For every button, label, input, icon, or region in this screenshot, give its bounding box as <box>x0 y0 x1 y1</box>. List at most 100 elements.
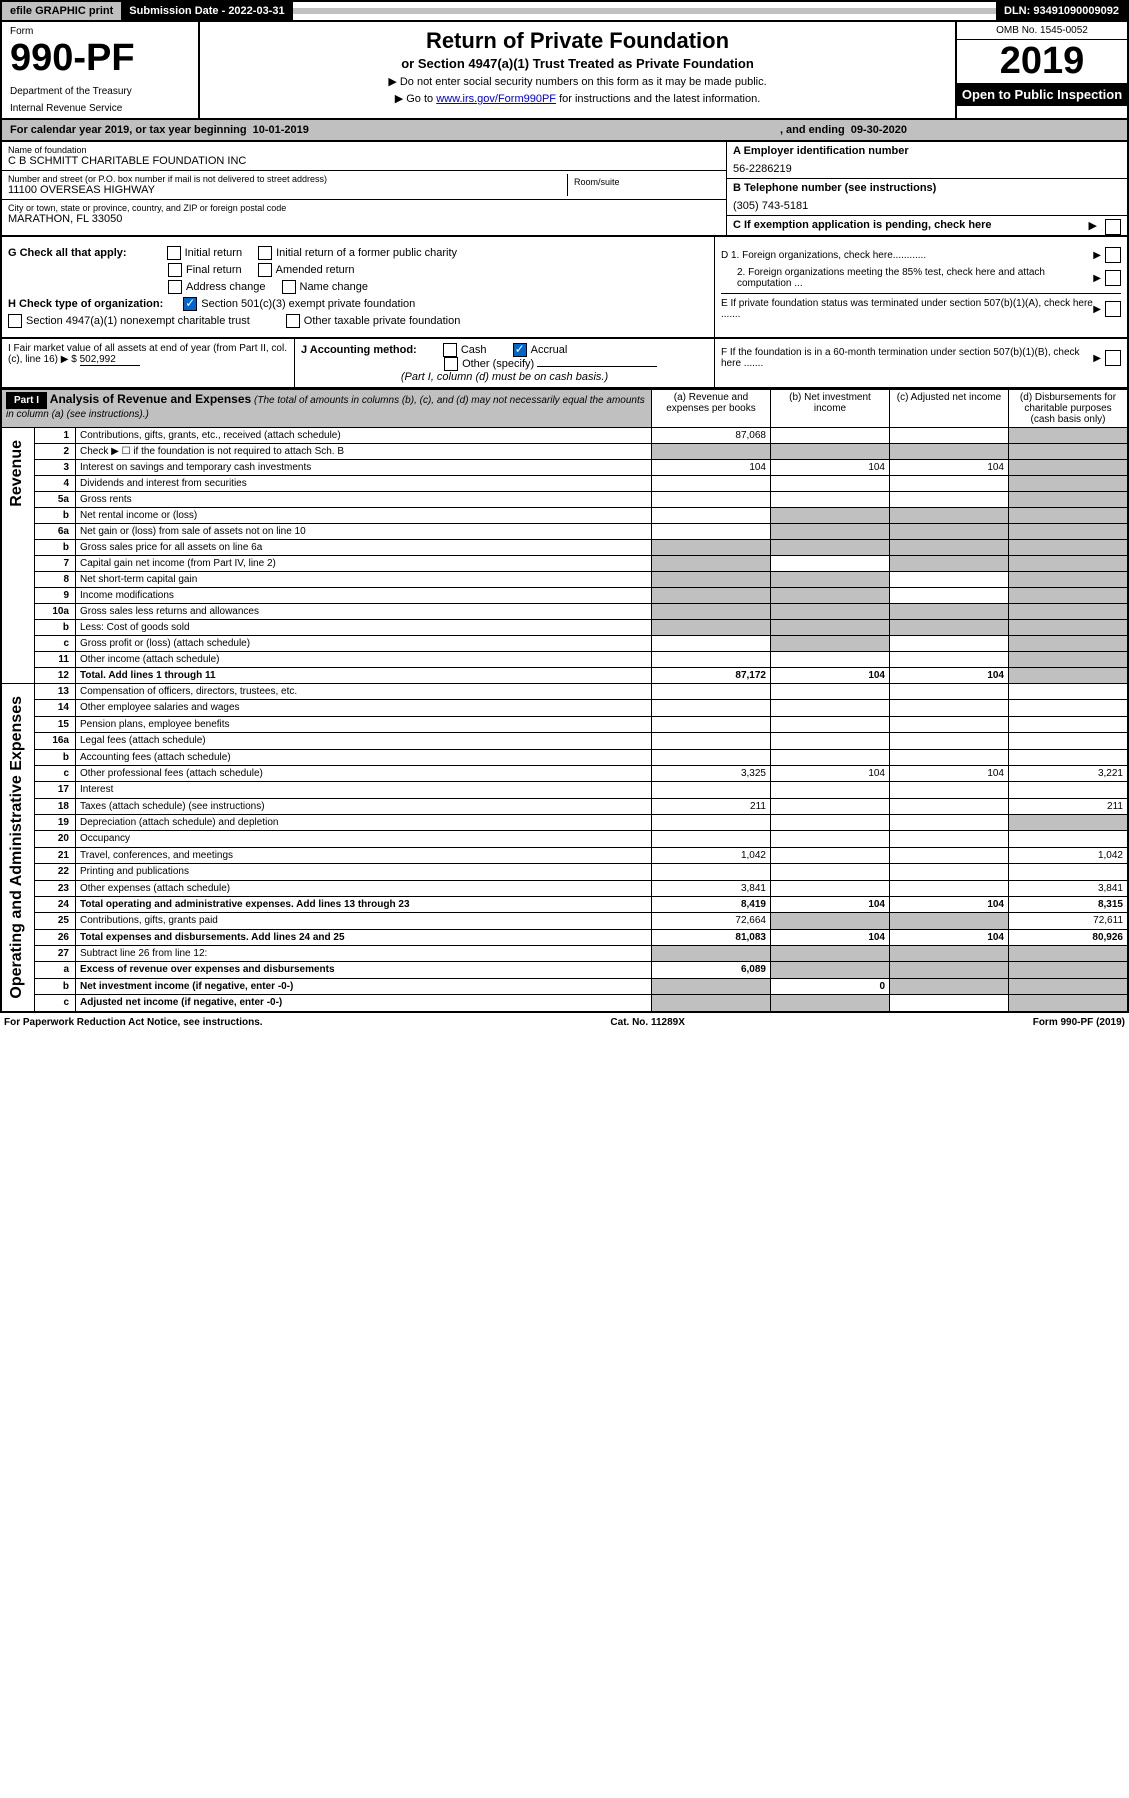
value-cell <box>890 428 1009 444</box>
h-line: H Check type of organization: Section 50… <box>8 297 708 311</box>
row-number: 12 <box>35 668 76 684</box>
value-cell <box>771 831 890 847</box>
initial-return-checkbox[interactable] <box>167 246 181 260</box>
expenses-side-label: Operating and Administrative Expenses <box>6 686 28 1009</box>
d1-label: D 1. Foreign organizations, check here..… <box>721 250 1093 261</box>
value-cell: 104 <box>890 896 1009 912</box>
amended-return-checkbox[interactable] <box>258 263 272 277</box>
row-number: 11 <box>35 652 76 668</box>
top-bar: efile GRAPHIC print Submission Date - 20… <box>0 0 1129 22</box>
page-footer: For Paperwork Reduction Act Notice, see … <box>0 1013 1129 1032</box>
value-cell <box>652 636 771 652</box>
street-address: 11100 OVERSEAS HIGHWAY <box>8 184 567 196</box>
value-cell <box>1009 476 1129 492</box>
other-method-checkbox[interactable] <box>444 357 458 371</box>
entity-block: Name of foundation C B SCHMITT CHARITABL… <box>0 142 1129 237</box>
value-cell <box>771 913 890 929</box>
value-cell <box>1009 749 1129 765</box>
cash-basis-note: (Part I, column (d) must be on cash basi… <box>301 371 708 383</box>
value-cell: 3,325 <box>652 765 771 781</box>
row-description: Adjusted net income (if negative, enter … <box>76 995 652 1012</box>
value-cell <box>890 556 1009 572</box>
row-number: 26 <box>35 929 76 945</box>
calendar-year-row: For calendar year 2019, or tax year begi… <box>0 120 1129 142</box>
value-cell: 87,068 <box>652 428 771 444</box>
value-cell <box>652 749 771 765</box>
cash-checkbox[interactable] <box>443 343 457 357</box>
row-description: Accounting fees (attach schedule) <box>76 749 652 765</box>
value-cell <box>771 540 890 556</box>
other-taxable-checkbox[interactable] <box>286 314 300 328</box>
value-cell <box>652 620 771 636</box>
row-number: 14 <box>35 700 76 716</box>
value-cell: 8,419 <box>652 896 771 912</box>
d2-checkbox[interactable] <box>1105 270 1121 286</box>
value-cell <box>1009 572 1129 588</box>
row-number: 2 <box>35 444 76 460</box>
value-cell <box>652 508 771 524</box>
form-footer-label: Form 990-PF (2019) <box>1033 1017 1125 1028</box>
part1-label: Part I <box>6 392 47 409</box>
value-cell <box>890 831 1009 847</box>
value-cell <box>652 716 771 732</box>
value-cell <box>1009 444 1129 460</box>
fmv-cell: I Fair market value of all assets at end… <box>2 339 295 387</box>
value-cell <box>1009 508 1129 524</box>
d1-checkbox[interactable] <box>1105 247 1121 263</box>
row-number: 23 <box>35 880 76 896</box>
final-return-checkbox[interactable] <box>168 263 182 277</box>
4947a1-checkbox[interactable] <box>8 314 22 328</box>
ein-value: 56-2286219 <box>733 163 1121 175</box>
c-checkbox[interactable] <box>1105 219 1121 235</box>
e-checkbox[interactable] <box>1105 301 1121 317</box>
row-description: Occupancy <box>76 831 652 847</box>
value-cell: 104 <box>890 765 1009 781</box>
col-d-header: (d) Disbursements for charitable purpose… <box>1009 390 1129 428</box>
value-cell <box>1009 716 1129 732</box>
501c3-checkbox[interactable] <box>183 297 197 311</box>
row-description: Total. Add lines 1 through 11 <box>76 668 652 684</box>
value-cell <box>771 864 890 880</box>
value-cell: 104 <box>890 668 1009 684</box>
catalog-number: Cat. No. 11289X <box>610 1017 684 1028</box>
initial-return-former-checkbox[interactable] <box>258 246 272 260</box>
value-cell <box>771 636 890 652</box>
irs-link[interactable]: www.irs.gov/Form990PF <box>436 93 556 105</box>
value-cell <box>771 556 890 572</box>
row-number: c <box>35 765 76 781</box>
efile-label: efile GRAPHIC print <box>2 2 121 20</box>
value-cell <box>771 815 890 831</box>
row-description: Depreciation (attach schedule) and deple… <box>76 815 652 831</box>
value-cell <box>890 620 1009 636</box>
row-number: 15 <box>35 716 76 732</box>
value-cell <box>652 556 771 572</box>
value-cell <box>652 700 771 716</box>
name-change-checkbox[interactable] <box>282 280 296 294</box>
row-description: Other professional fees (attach schedule… <box>76 765 652 781</box>
value-cell <box>771 946 890 962</box>
row-number: b <box>35 508 76 524</box>
value-cell <box>652 733 771 749</box>
value-cell <box>1009 604 1129 620</box>
checks-block: G Check all that apply: Initial return I… <box>0 237 1129 339</box>
row-number: 27 <box>35 946 76 962</box>
value-cell <box>652 684 771 700</box>
value-cell <box>1009 946 1129 962</box>
value-cell: 104 <box>771 460 890 476</box>
row-description: Net gain or (loss) from sale of assets n… <box>76 524 652 540</box>
row-number: b <box>35 978 76 994</box>
address-change-checkbox[interactable] <box>168 280 182 294</box>
cal-end: 09-30-2020 <box>851 124 907 136</box>
value-cell <box>652 978 771 994</box>
value-cell <box>890 684 1009 700</box>
row-description: Total operating and administrative expen… <box>76 896 652 912</box>
accrual-checkbox[interactable] <box>513 343 527 357</box>
col-a-header: (a) Revenue and expenses per books <box>652 390 771 428</box>
value-cell: 87,172 <box>652 668 771 684</box>
value-cell: 104 <box>771 765 890 781</box>
value-cell <box>890 946 1009 962</box>
street-cell: Number and street (or P.O. box number if… <box>2 171 726 200</box>
row-number: 17 <box>35 782 76 798</box>
f-checkbox[interactable] <box>1105 350 1121 366</box>
submission-date: Submission Date - 2022-03-31 <box>121 2 292 20</box>
